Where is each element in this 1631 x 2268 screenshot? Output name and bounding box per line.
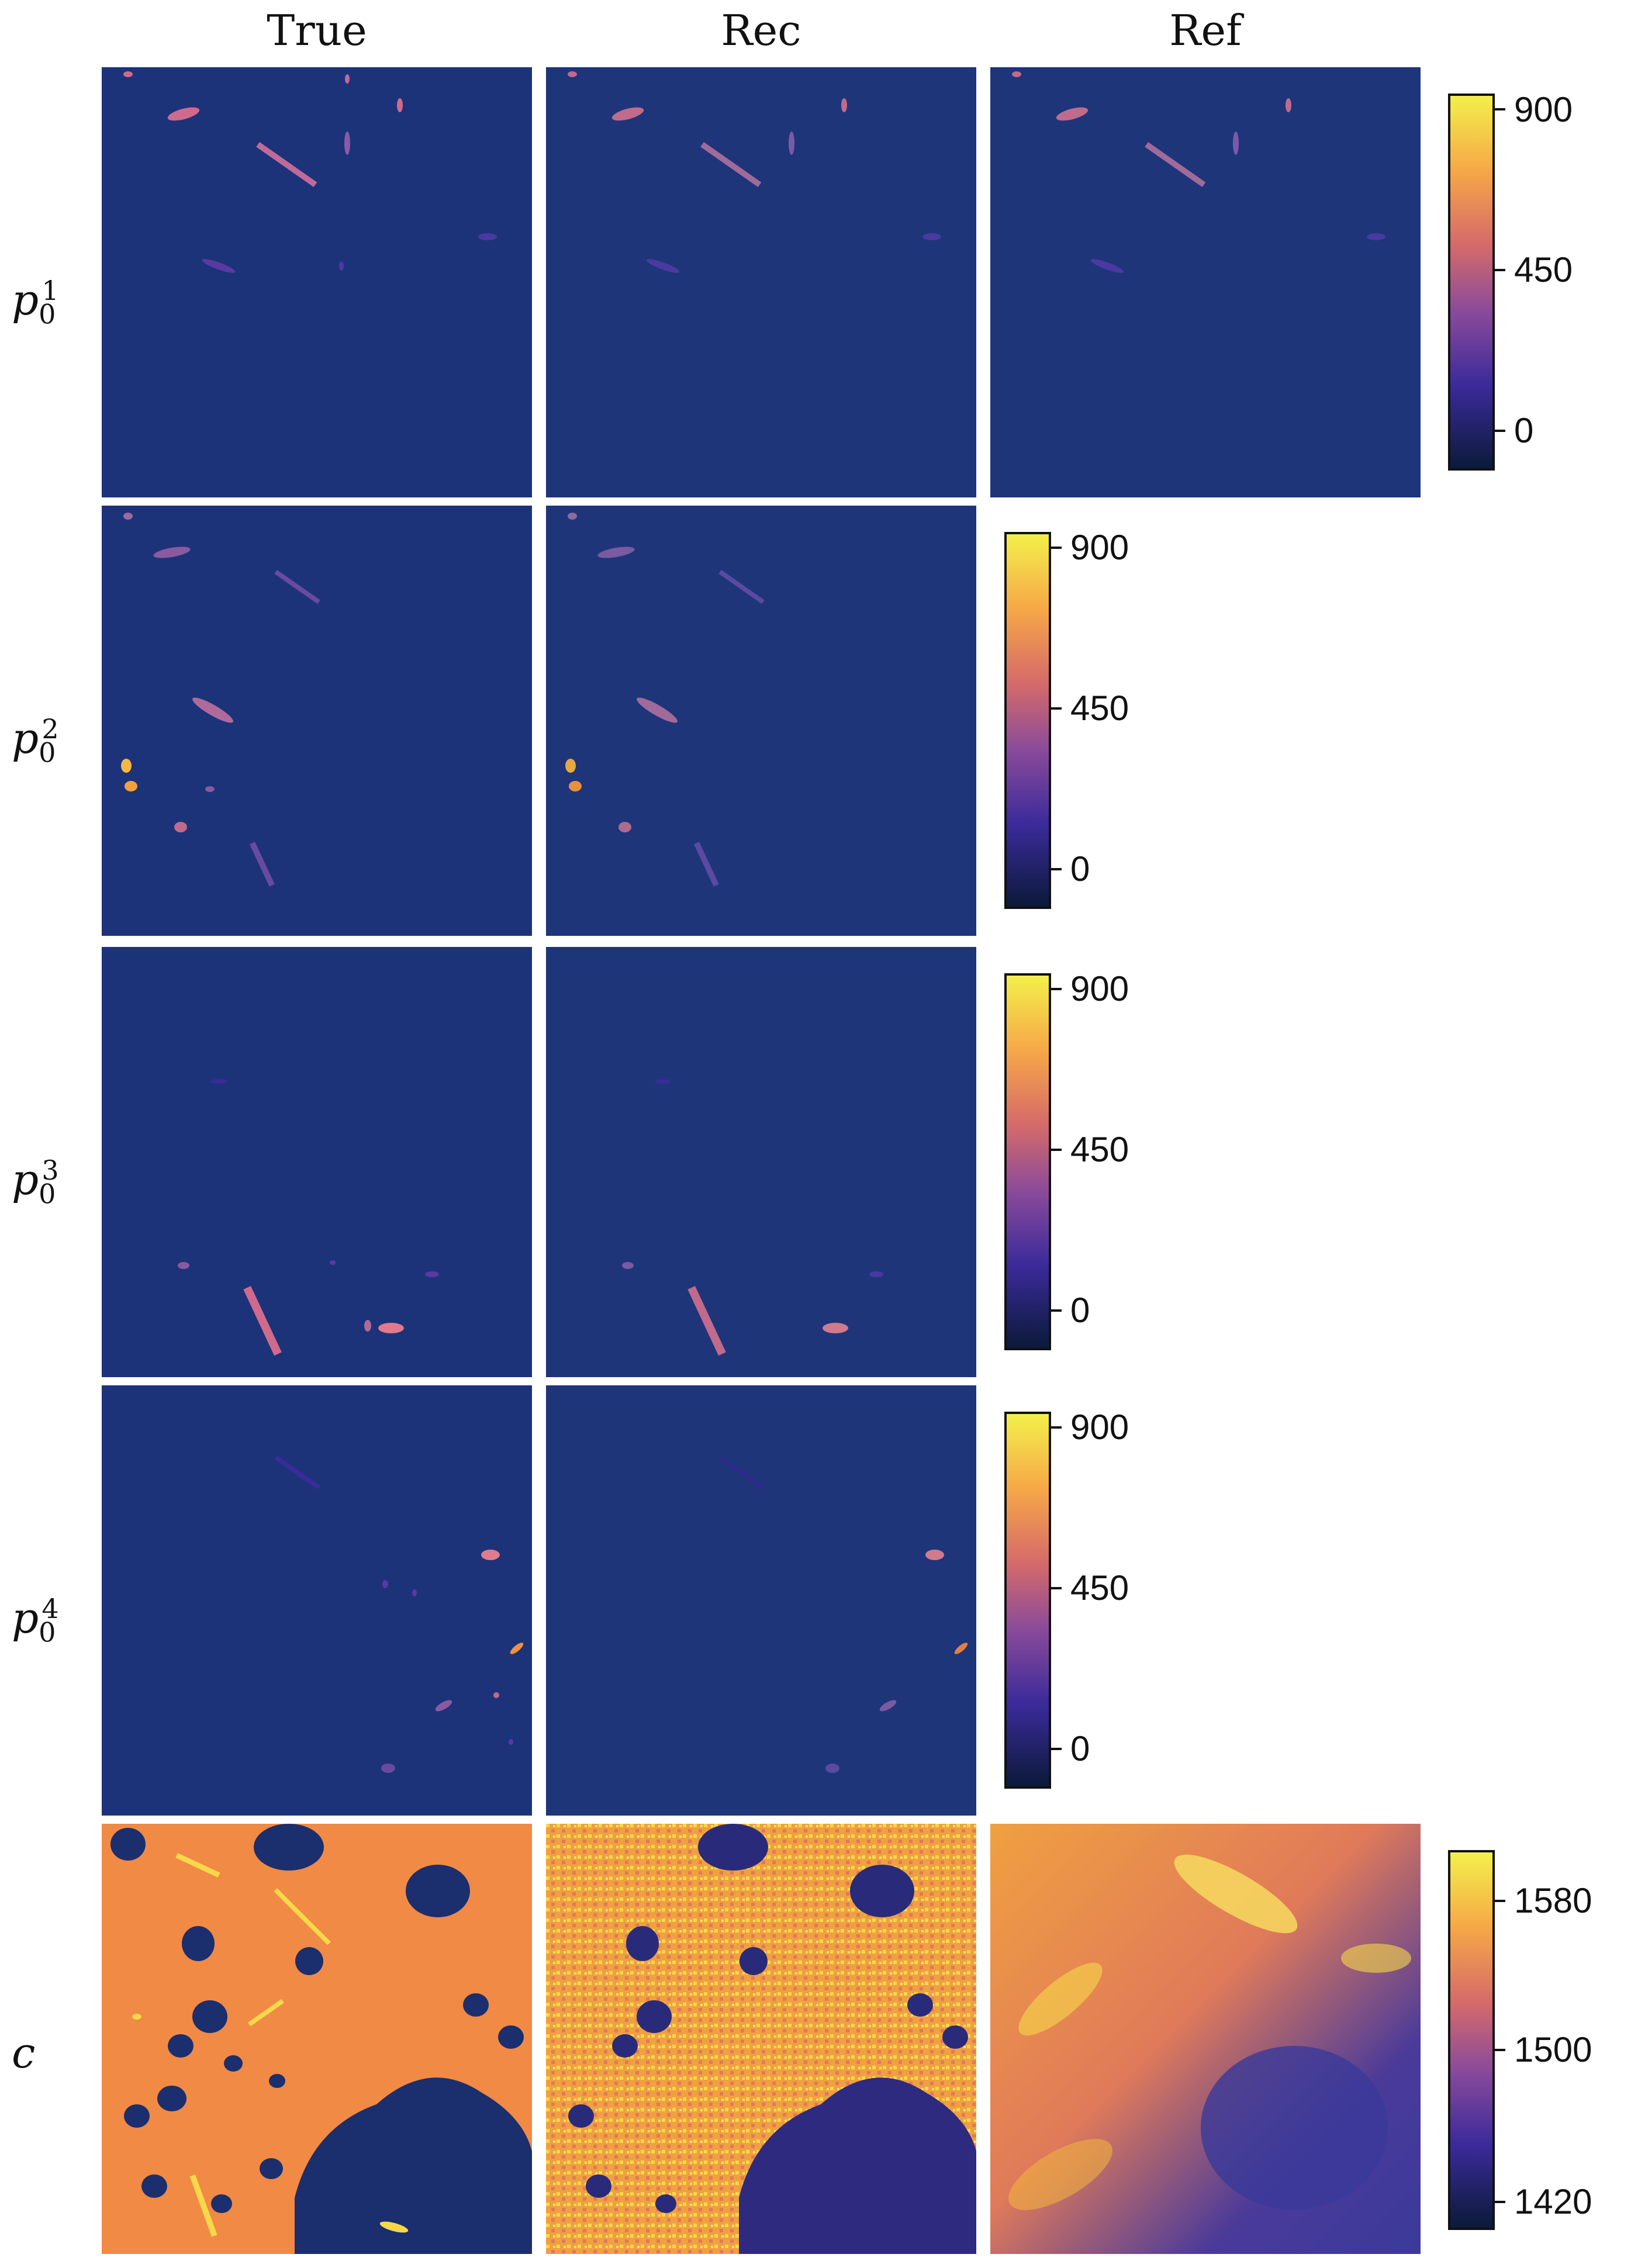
colorbar-p4-tick-450 (1051, 1587, 1062, 1589)
colorbar-p3-tick-0 (1051, 1309, 1062, 1312)
colorbar-p4-label-450: 450 (1070, 1568, 1129, 1607)
colorbar-p1-tick-450 (1495, 269, 1505, 271)
colorbar-p3-label-450: 450 (1070, 1130, 1129, 1169)
colorbar-p1-tick-900 (1495, 108, 1505, 110)
colorbar-p2-label-0: 0 (1070, 849, 1090, 888)
panel-c-ref (990, 1824, 1421, 2254)
column-title-rec: Rec (721, 6, 801, 55)
column-title-ref: Ref (1169, 6, 1242, 55)
panel-p4-rec (546, 1385, 976, 1816)
panel-p3-true (102, 947, 532, 1377)
colorbar-p1-label-450: 450 (1514, 250, 1573, 289)
colorbar-c (1448, 1850, 1495, 2230)
colorbar-p4-label-0: 0 (1070, 1729, 1090, 1768)
colorbar-p3-tick-900 (1051, 988, 1062, 990)
panel-p1-rec (546, 67, 976, 497)
colorbar-p2-tick-450 (1051, 707, 1062, 710)
column-title-true: True (267, 6, 367, 55)
row-label-p1: p01 (12, 275, 59, 330)
panel-p1-ref (990, 67, 1421, 497)
panel-c-true (102, 1824, 532, 2254)
colorbar-p4-label-900: 900 (1070, 1408, 1129, 1447)
colorbar-c-tick-1500 (1495, 2049, 1505, 2051)
row-label-p3: p03 (12, 1154, 59, 1210)
panel-p3-rec (546, 947, 976, 1377)
colorbar-c-label-1420: 1420 (1514, 2182, 1592, 2221)
colorbar-p2-tick-0 (1051, 868, 1062, 870)
colorbar-p2-label-450: 450 (1070, 689, 1129, 728)
colorbar-p3-label-0: 0 (1070, 1291, 1090, 1330)
colorbar-p1-label-0: 0 (1514, 411, 1534, 450)
colorbar-p2-tick-900 (1051, 547, 1062, 549)
colorbar-c-label-1580: 1580 (1514, 1881, 1592, 1920)
colorbar-p2 (1004, 532, 1051, 909)
colorbar-p1-tick-0 (1495, 430, 1505, 432)
colorbar-p4-tick-900 (1051, 1426, 1062, 1429)
colorbar-c-tick-1580 (1495, 1900, 1505, 1902)
colorbar-p4-tick-0 (1051, 1748, 1062, 1750)
colorbar-c-tick-1420 (1495, 2201, 1505, 2203)
panel-p1-true (102, 67, 532, 497)
colorbar-p2-label-900: 900 (1070, 528, 1129, 567)
panel-c-rec (546, 1824, 976, 2254)
colorbar-c-label-1500: 1500 (1514, 2030, 1592, 2069)
colorbar-p1 (1448, 94, 1495, 471)
colorbar-p3 (1004, 973, 1051, 1350)
colorbar-p3-tick-450 (1051, 1149, 1062, 1151)
panel-p2-true (102, 506, 532, 936)
panel-p2-rec (546, 506, 976, 936)
row-label-c: c (12, 2028, 36, 2077)
row-label-p2: p02 (12, 713, 59, 769)
colorbar-p1-label-900: 900 (1514, 90, 1573, 129)
colorbar-p3-label-900: 900 (1070, 969, 1129, 1008)
row-label-p4: p04 (12, 1593, 59, 1648)
panel-p4-true (102, 1385, 532, 1816)
colorbar-p4 (1004, 1412, 1051, 1789)
